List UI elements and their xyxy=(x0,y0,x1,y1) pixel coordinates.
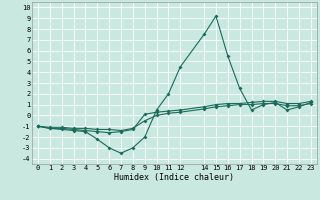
X-axis label: Humidex (Indice chaleur): Humidex (Indice chaleur) xyxy=(115,173,234,182)
